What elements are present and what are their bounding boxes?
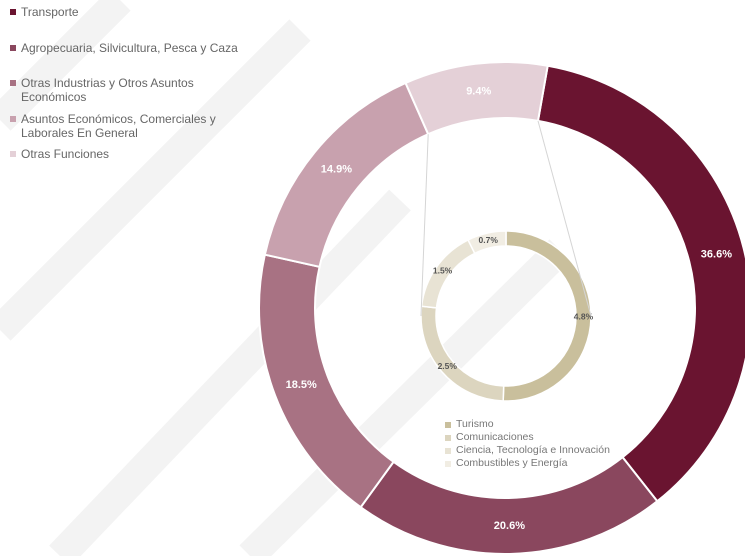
legend-swatch [10,9,16,15]
legend-item: Transporte [10,5,250,41]
legend-swatch [10,44,16,51]
legend-swatch [445,435,451,441]
donut-segment [404,61,549,136]
legend: Turismo Comunicaciones Ciencia, Tecnología… [445,418,610,470]
legend-label: Turismo [456,418,494,430]
data-label: 2.5% [438,361,458,371]
donut-segment [359,455,659,555]
data-label: 0.7% [479,235,499,245]
legend-label: Otras Industrias y Otros Asuntos Económi… [21,76,194,104]
legend-label: Comunicaciones [456,431,534,443]
data-label: 4.8% [574,312,594,322]
legend-label: Asuntos Económicos, Comerciales y Labora… [21,111,216,140]
data-label: 36.6% [701,249,732,261]
data-label: 20.6% [494,520,525,532]
legend-swatch [445,448,451,454]
legend-swatch [10,151,16,157]
legend-label: Combustibles y Energía [456,457,568,469]
legend-swatch [445,422,451,428]
legend-item: Asuntos Económicos, Comerciales y Labora… [10,112,250,148]
legend-swatch [10,115,16,122]
legend-swatch [10,80,16,86]
legend-item: Ciencia, Tecnología e Innovación [445,444,610,457]
watermark [0,0,571,556]
legend-item: Turismo [445,418,610,431]
connector-line [420,134,429,317]
legend-item: Combustibles y Energía [445,457,610,470]
legend-item: Otras Funciones [10,147,250,183]
legend-label: Transporte [21,5,79,19]
donut-segment [536,64,745,503]
legend-label: Otras Funciones [21,147,110,161]
donut-segment [467,230,507,255]
legend-label: Agropecuaria, Silvicultura, Pesca y Caza [21,40,238,55]
connector-line [537,120,592,317]
legend-swatch [445,461,451,467]
legend-item: Comunicaciones [445,431,610,444]
legend: Transporte Agropecuaria, Silvicultura, Pe… [10,5,250,183]
legend-item: Otras Industrias y Otros Asuntos Económi… [10,76,250,112]
legend-item: Agropecuaria, Silvicultura, Pesca y Caza [10,41,250,77]
data-label: 14.9% [321,164,352,176]
data-label: 1.5% [433,266,453,276]
data-label: 18.5% [286,379,317,391]
data-label: 9.4% [466,85,491,97]
legend-label: Ciencia, Tecnología e Innovación [456,444,610,456]
